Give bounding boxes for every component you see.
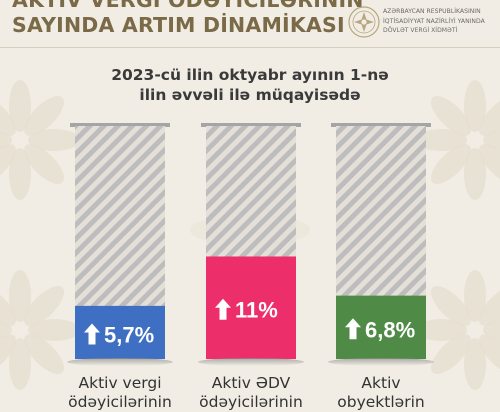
value-label: 11% xyxy=(215,298,278,323)
value-label-text: 5,7% xyxy=(104,322,154,347)
category-label-line: Aktiv vergi xyxy=(78,374,162,392)
bar-track-cap xyxy=(201,123,301,127)
floral-ornament xyxy=(415,270,500,390)
bar-track-cap xyxy=(331,123,431,127)
bar-shadow xyxy=(328,358,434,366)
arrow-up-icon xyxy=(345,318,361,340)
value-label: 6,8% xyxy=(345,317,415,342)
category-label: Aktiv obyektlərin xyxy=(321,374,441,412)
bar-shadow xyxy=(198,358,304,366)
value-label: 5,7% xyxy=(84,322,154,347)
bar-track-cap xyxy=(70,123,170,127)
organization-name-line-2: İQTİSADİYYAT NAZİRLİYİ YANINDA xyxy=(383,17,485,25)
category-label: Aktiv vergi ödəyicilərinin xyxy=(60,374,180,412)
value-label-text: 6,8% xyxy=(365,317,415,342)
chart-subtitle-line-1: 2023-cü ilin oktyabr ayının 1-nə xyxy=(111,66,389,84)
organization-name: AZƏRBAYCAN RESPUBLİKASININ İQTİSADİYYAT … xyxy=(383,7,485,36)
state-emblem-icon xyxy=(348,6,380,38)
bar-shadow xyxy=(67,358,173,366)
floral-ornament xyxy=(415,80,500,200)
category-label-line: ödəyicilərinin xyxy=(199,393,303,411)
arrow-up-icon xyxy=(215,298,231,320)
category-label-line: Aktiv xyxy=(361,374,401,392)
page-title-line-1: AKTİV VERGİ ÖDƏYİCİLƏRİNİN xyxy=(12,0,364,12)
floral-ornament xyxy=(0,270,80,390)
category-label-line: obyektlərin xyxy=(337,393,425,411)
value-label-text: 11% xyxy=(235,298,278,323)
bar-chart: 5,7% 11% 6,8% xyxy=(67,123,434,366)
page-title-line-2: SAYINDA ARTIM DİNAMİKASI xyxy=(12,13,345,37)
header-divider xyxy=(0,47,500,48)
organization-logo: AZƏRBAYCAN RESPUBLİKASININ İQTİSADİYYAT … xyxy=(343,2,498,42)
organization-name-line-3: DÖVLƏT VERGİ XİDMƏTİ xyxy=(383,27,458,34)
category-label: Aktiv ƏDV ödəyicilərinin xyxy=(191,374,311,412)
organization-name-line-1: AZƏRBAYCAN RESPUBLİKASININ xyxy=(383,8,481,15)
floral-ornament xyxy=(0,80,80,200)
chart-subtitle-line-2: ilin əvvəli ilə müqayisədə xyxy=(139,86,361,104)
category-label-line: ödəyicilərinin xyxy=(68,393,172,411)
category-label-line: Aktiv ƏDV xyxy=(211,374,291,392)
arrow-up-icon xyxy=(84,323,100,345)
